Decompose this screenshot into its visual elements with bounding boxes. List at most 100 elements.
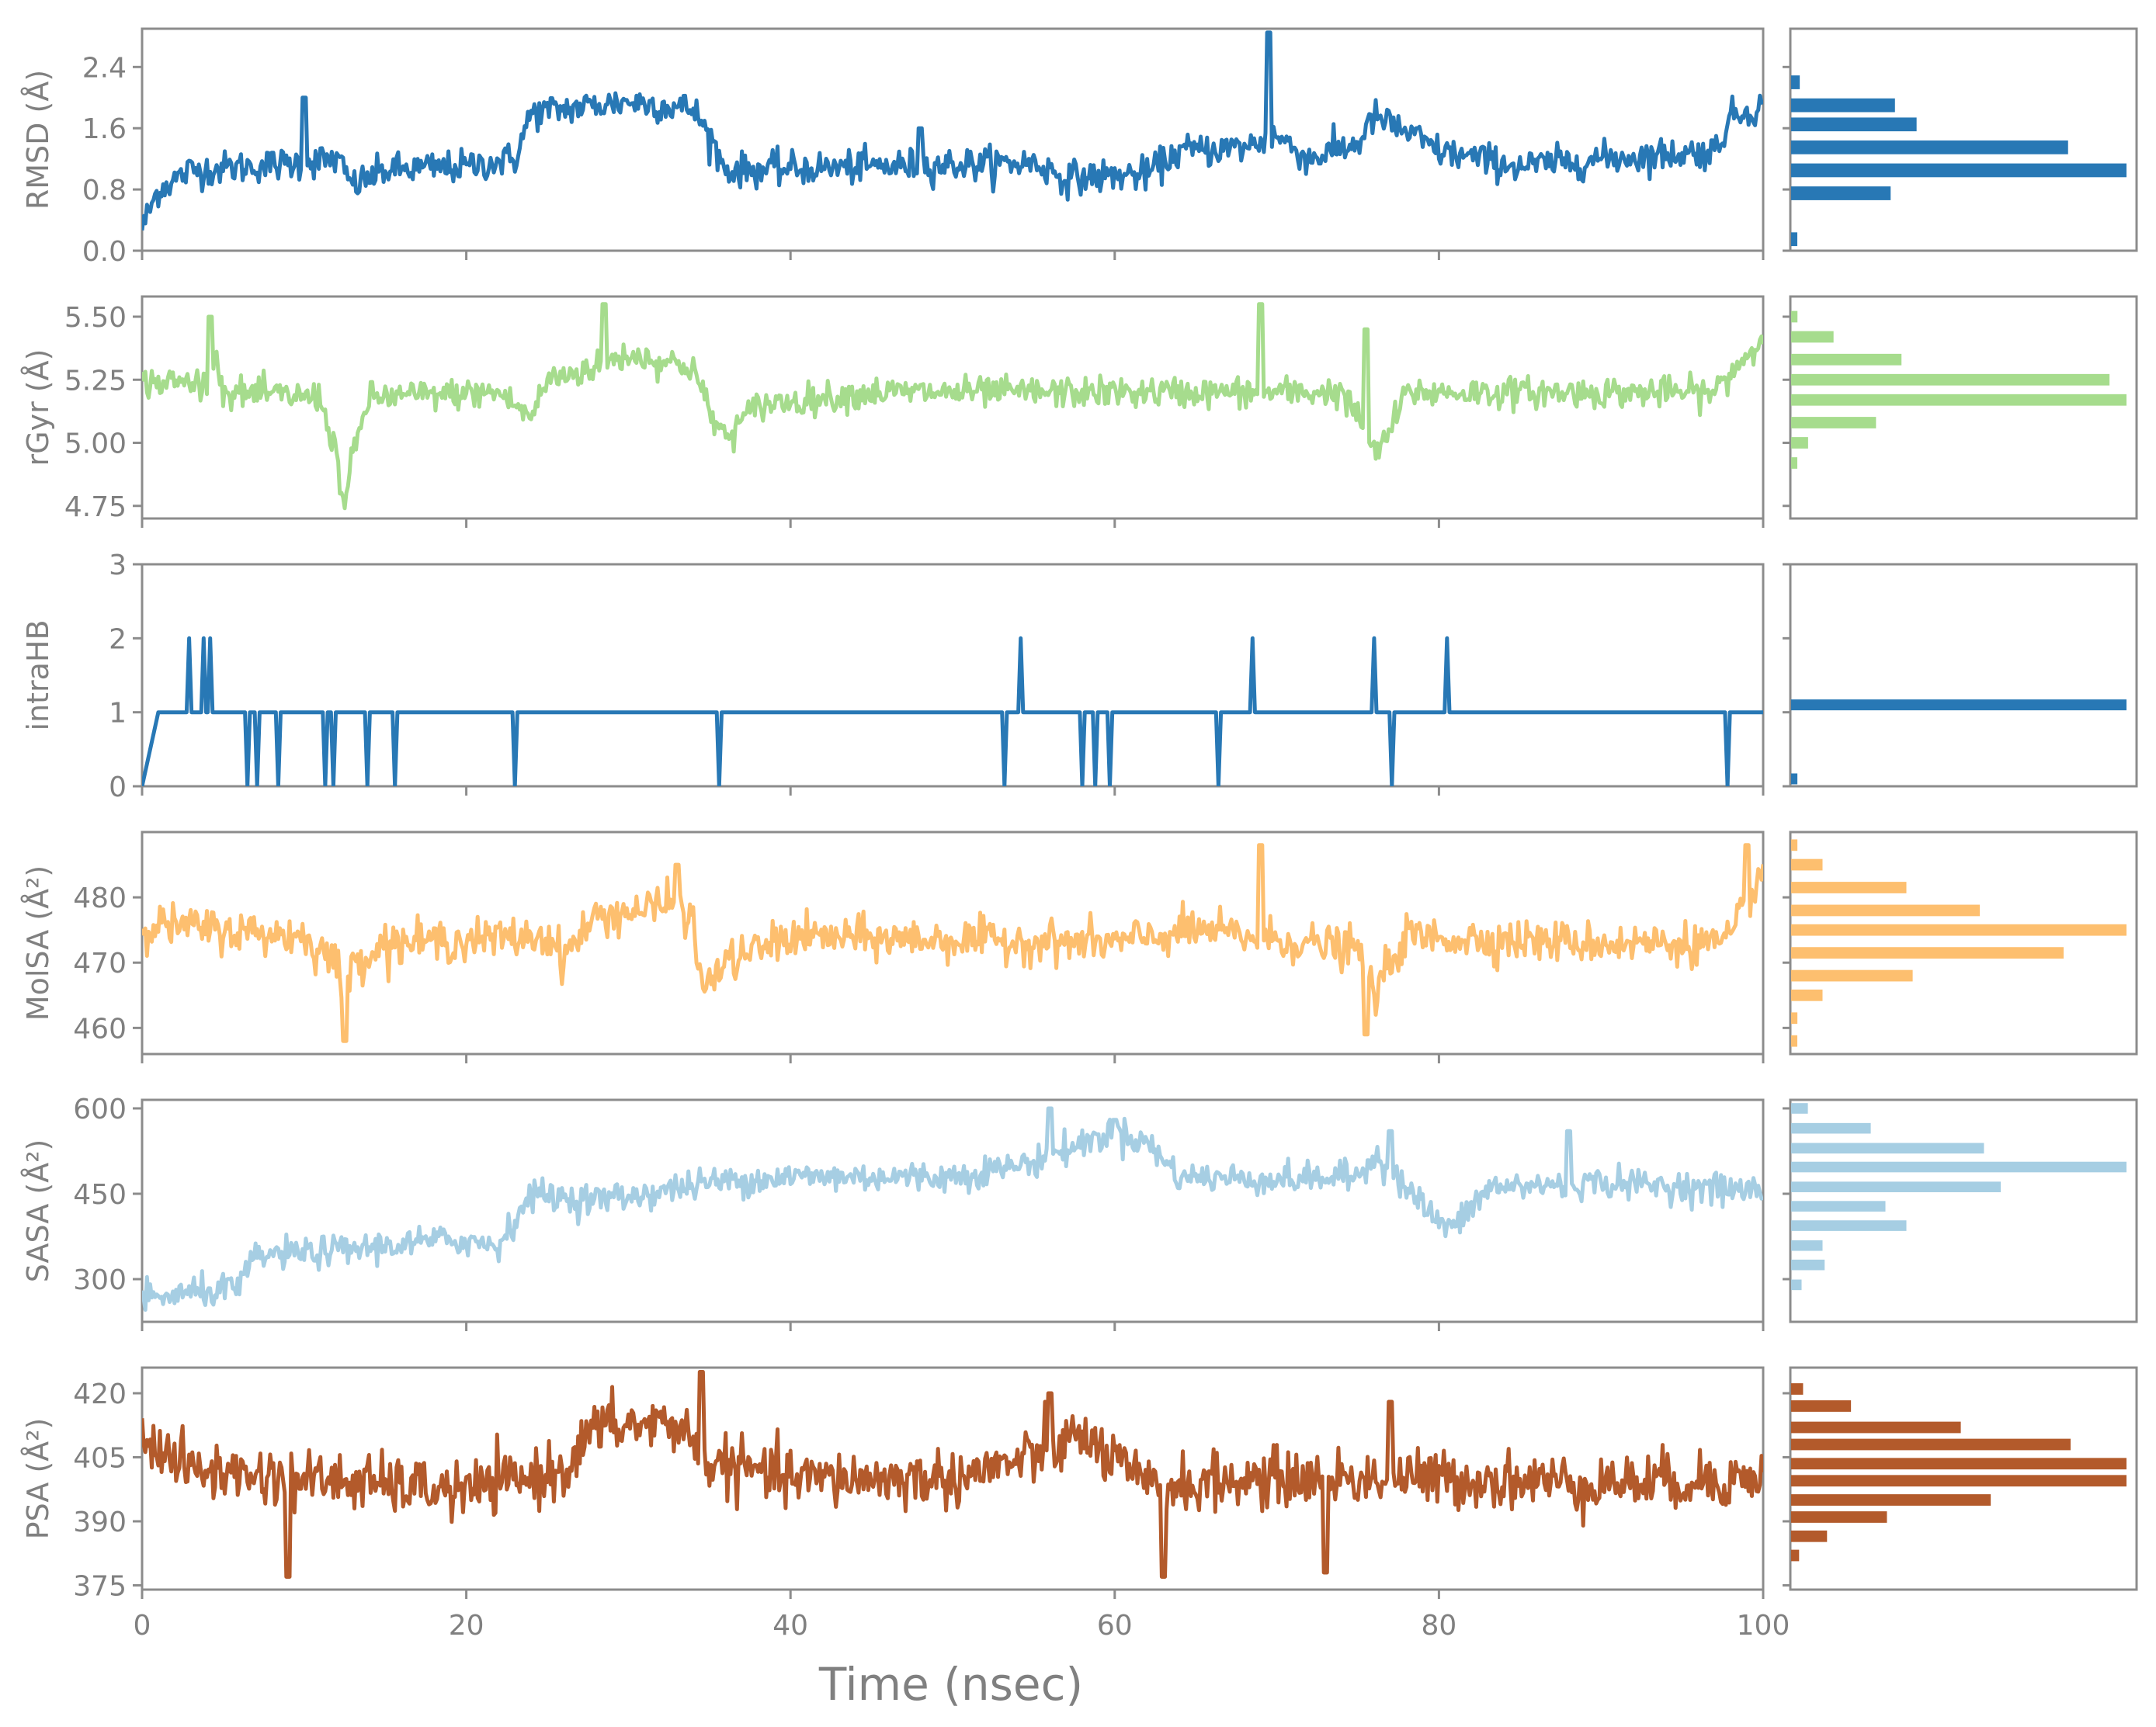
hist-bar-rgyr [1791, 437, 1808, 449]
y-axis-label-rmsd: RMSD (Å) [21, 70, 55, 210]
series-line-psa [142, 1370, 1763, 1579]
x-tick-label: 60 [1097, 1610, 1133, 1642]
hist-bar-molsa [1791, 989, 1823, 1001]
plot-frame-molsa [141, 831, 1765, 1056]
y-tick-label-psa: 405 [73, 1443, 127, 1475]
plot-frame-rmsd [141, 27, 1765, 252]
y-tick-label-rmsd: 1.6 [82, 113, 127, 145]
hist-bar-sasa [1791, 1122, 1871, 1134]
hist-bar-psa [1791, 1494, 1991, 1506]
y-tick-label-rgyr: 5.00 [64, 428, 127, 460]
y-tick-label-sasa: 450 [73, 1179, 127, 1211]
y-tick-label-rgyr: 5.25 [64, 365, 127, 397]
y-tick-label-rmsd: 2.4 [82, 52, 127, 84]
plot-frame-intrahb [141, 563, 1765, 788]
hist-bar-rmsd [1791, 98, 1895, 113]
y-tick-label-intrahb: 1 [109, 698, 127, 730]
panels-group: 0.0 0.8 1.6 2.4 RMSD (Å) 4.75 5.00 5.25 5.50 rGyr… [21, 27, 2138, 1603]
hist-bar-intrahb [1791, 699, 2126, 711]
hist-frame-rmsd [1789, 27, 2138, 252]
hist-bar-rmsd [1791, 140, 2068, 154]
x-tick-label: 100 [1737, 1610, 1790, 1642]
hist-bar-psa [1791, 1421, 1961, 1434]
hist-bar-sasa [1791, 1143, 1984, 1154]
panel-intrahb: 0 1 2 3 intraHB [21, 550, 2138, 803]
y-tick-label-rmsd: 0.0 [82, 236, 127, 268]
panel-sasa: 300 450 600 SASA (Å²) [21, 1094, 2138, 1331]
x-tick-label: 20 [449, 1610, 484, 1642]
hist-bar-molsa [1791, 1035, 1797, 1047]
hist-frame-psa [1789, 1366, 2138, 1591]
plot-frame-sasa [141, 1098, 1765, 1323]
plot-frame-psa [141, 1366, 1765, 1591]
y-axis-label-molsa: MolSA (Å²) [21, 865, 55, 1021]
hist-bar-sasa [1791, 1279, 1802, 1291]
hist-bar-rmsd [1791, 75, 1800, 89]
hist-bar-sasa [1791, 1240, 1823, 1251]
y-axis-label-psa: PSA (Å²) [21, 1418, 55, 1540]
hist-bar-rmsd [1791, 117, 1917, 132]
y-tick-label-psa: 420 [73, 1378, 127, 1410]
y-tick-label-molsa: 460 [73, 1013, 127, 1045]
x-tick-label: 80 [1421, 1610, 1456, 1642]
series-line-sasa [142, 1106, 1763, 1312]
hist-bar-molsa [1791, 882, 1907, 893]
hist-bar-rmsd [1791, 186, 1891, 200]
hist-bar-rgyr [1791, 457, 1797, 469]
x-tick-label: 40 [772, 1610, 808, 1642]
hist-bar-psa [1791, 1458, 2126, 1470]
hist-bar-rgyr [1791, 331, 1834, 343]
hist-bar-psa [1791, 1549, 1800, 1562]
hist-bar-sasa [1791, 1201, 1886, 1212]
hist-bar-molsa [1791, 904, 1980, 917]
hist-bar-psa [1791, 1438, 2071, 1451]
x-tick-label: 0 [134, 1610, 151, 1642]
hist-bar-molsa [1791, 858, 1823, 871]
hist-bar-molsa [1791, 947, 2064, 959]
hist-frame-sasa [1789, 1098, 2138, 1323]
y-tick-label-sasa: 300 [73, 1264, 127, 1296]
hist-bar-rgyr [1791, 353, 1902, 366]
series-line-rmsd [142, 30, 1763, 231]
y-tick-label-molsa: 480 [73, 883, 127, 914]
hist-bar-psa [1791, 1475, 2126, 1487]
panel-rgyr: 4.75 5.00 5.25 5.50 rGyr (Å) [21, 295, 2138, 528]
hist-bar-intrahb [1791, 773, 1798, 785]
hist-bar-psa [1791, 1383, 1804, 1395]
y-axis-label-rgyr: rGyr (Å) [21, 349, 55, 466]
y-tick-label-rgyr: 4.75 [64, 491, 127, 523]
hist-bar-sasa [1791, 1161, 2126, 1173]
series-line-molsa [142, 843, 1763, 1043]
hist-frame-rgyr [1789, 295, 2138, 520]
hist-bar-rmsd [1791, 232, 1797, 247]
hist-bar-molsa [1791, 924, 2126, 936]
panel-molsa: 460 470 480 MolSA (Å²) [21, 831, 2138, 1063]
x-axis: 0 20 40 60 80 100 [134, 1610, 1790, 1642]
series-line-rgyr [142, 302, 1763, 511]
hist-bar-rmsd [1791, 163, 2126, 178]
plot-frame-rgyr [141, 295, 1765, 520]
hist-bar-psa [1791, 1400, 1852, 1412]
hist-bar-molsa [1791, 969, 1913, 982]
panel-psa: 375 390 405 420 PSA (Å²) [21, 1366, 2138, 1603]
y-tick-label-intrahb: 2 [109, 623, 127, 655]
hist-bar-sasa [1791, 1181, 2001, 1193]
hist-bar-sasa [1791, 1259, 1825, 1271]
hist-bar-rgyr [1791, 373, 2110, 386]
hist-bar-rgyr [1791, 394, 2126, 406]
y-tick-label-intrahb: 0 [109, 772, 127, 803]
hist-bar-sasa [1791, 1103, 1808, 1114]
hist-frame-intrahb [1789, 563, 2138, 788]
x-axis-title: Time (nsec) [818, 1658, 1083, 1711]
y-tick-label-rgyr: 5.50 [64, 302, 127, 334]
hist-bar-rgyr [1791, 417, 1877, 428]
y-tick-label-psa: 390 [73, 1507, 127, 1538]
y-tick-label-sasa: 600 [73, 1094, 127, 1125]
hist-bar-psa [1791, 1511, 1887, 1523]
y-axis-label-sasa: SASA (Å²) [21, 1139, 55, 1283]
panel-rmsd: 0.0 0.8 1.6 2.4 RMSD (Å) [21, 27, 2138, 268]
hist-bar-sasa [1791, 1220, 1907, 1231]
y-axis-label-intrahb: intraHB [21, 619, 55, 730]
hist-frame-molsa [1789, 831, 2138, 1056]
